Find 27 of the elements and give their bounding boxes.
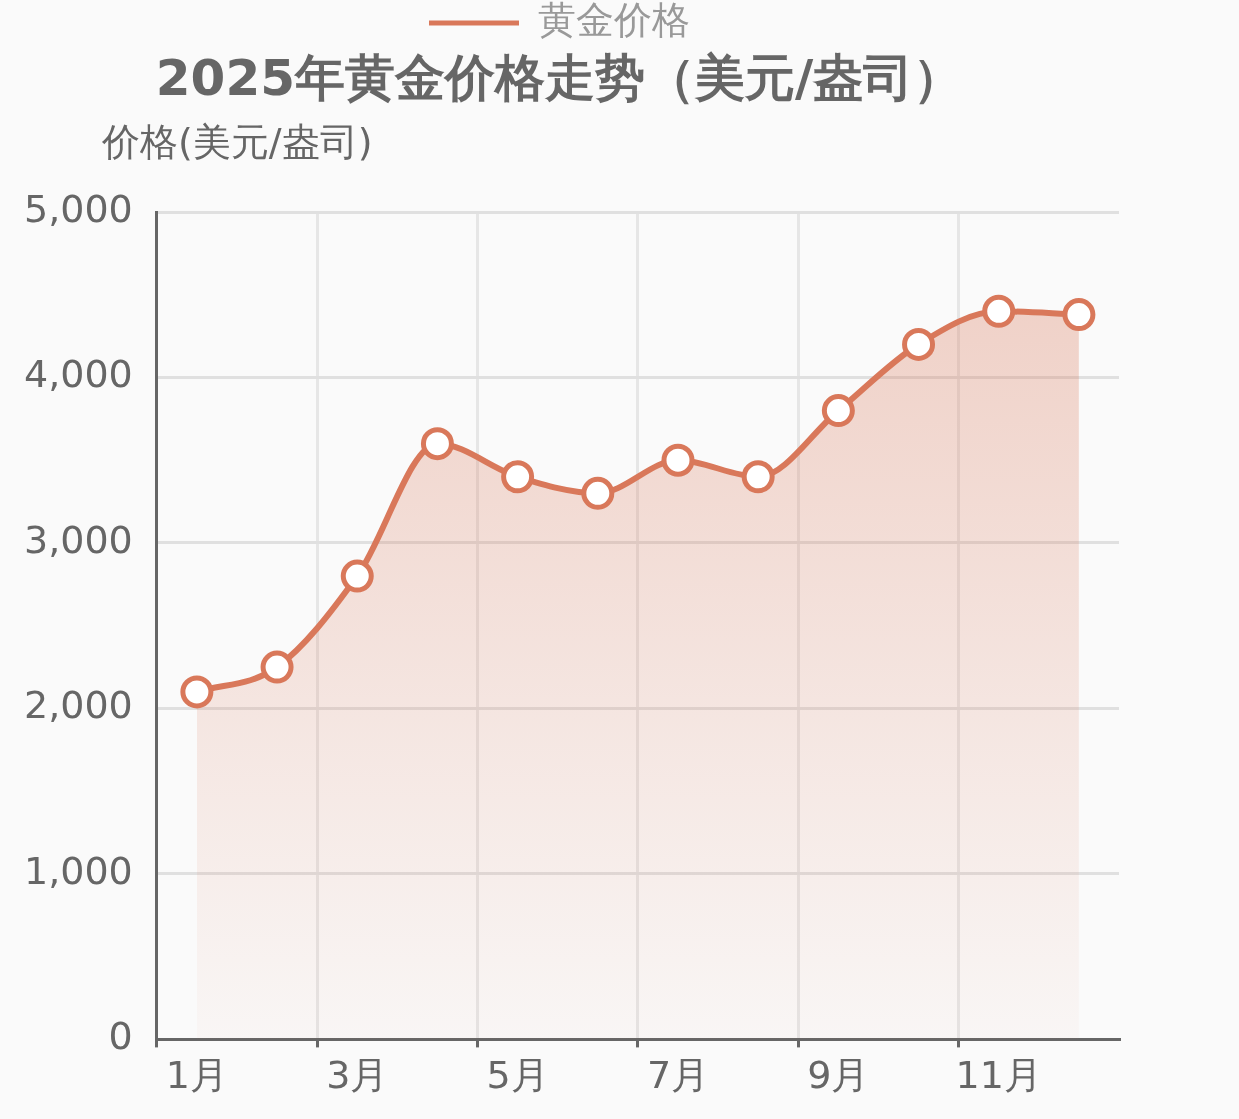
y-tick-label: 1,000 — [23, 848, 133, 893]
point — [501, 460, 535, 494]
x-tick-label: 9月 — [807, 1053, 870, 1098]
point — [420, 427, 454, 461]
x-tick-label: 11月 — [955, 1053, 1042, 1098]
point — [260, 650, 294, 684]
x-tick-label: 5月 — [486, 1053, 549, 1098]
y-tick-label: 2,000 — [23, 683, 133, 728]
y-tick-label: 3,000 — [23, 517, 133, 562]
chart-title: 2025年黄金价格走势（美元/盎司） — [155, 48, 964, 107]
point — [661, 443, 695, 477]
x-tick-label: 1月 — [165, 1053, 228, 1098]
x-tick-label: 7月 — [646, 1053, 710, 1098]
legend-label: 黄金价格 — [538, 0, 690, 42]
point — [741, 460, 775, 494]
point — [1062, 298, 1096, 332]
point — [902, 327, 936, 361]
point — [581, 476, 615, 510]
point — [340, 559, 374, 593]
x-tick-label: 3月 — [326, 1053, 389, 1098]
y-tick-label: 5,000 — [23, 186, 133, 231]
y-tick-label: 4,000 — [23, 352, 133, 397]
point — [982, 294, 1016, 328]
y-tick-label: 0 — [108, 1014, 133, 1059]
y-axis-title: 价格(美元/盎司) — [101, 119, 373, 164]
point — [180, 675, 214, 709]
point — [821, 394, 855, 428]
